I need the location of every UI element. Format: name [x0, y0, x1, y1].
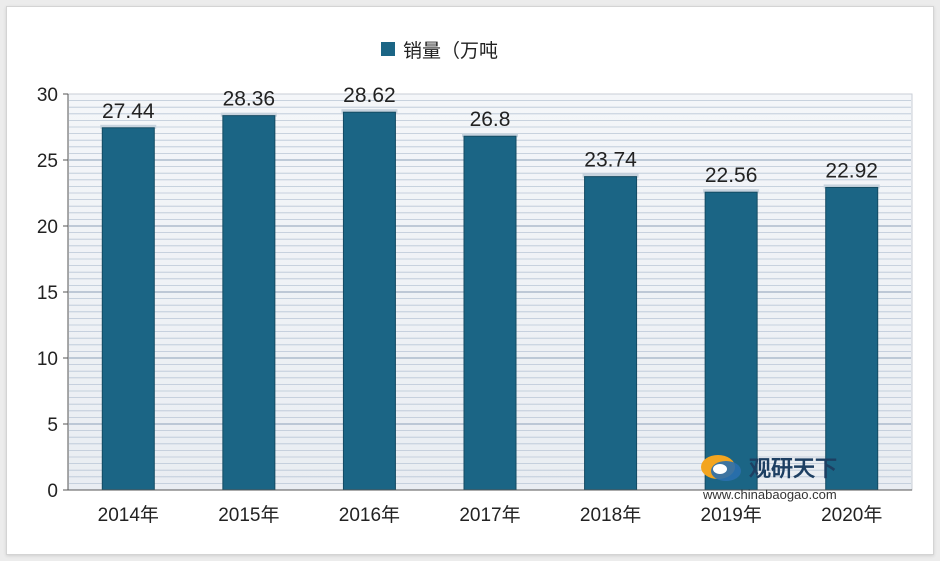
watermark: 观研天下 www.chinabaogao.com [701, 455, 837, 502]
chart-frame: 销量（万吨 0 5 10 15 20 25 30 27.44 28.36 28.62 26.8 23… [6, 6, 934, 555]
bar-chart: 销量（万吨 0 5 10 15 20 25 30 27.44 28.36 28.62 26.8 23… [37, 40, 913, 526]
bar [342, 111, 396, 491]
data-label: 28.36 [223, 88, 276, 111]
data-label: 28.62 [343, 84, 396, 107]
bar-top-highlight [462, 133, 518, 138]
bar [584, 176, 638, 491]
x-tick-label: 2018年 [580, 504, 641, 526]
legend: 销量（万吨 [381, 40, 498, 62]
data-labels: 27.44 28.36 28.62 26.8 23.74 22.56 22.92 [102, 84, 878, 187]
data-label: 26.8 [470, 108, 511, 131]
bars [100, 109, 880, 491]
y-tick-label: 20 [37, 217, 58, 238]
bar-top-highlight [100, 124, 157, 129]
x-tick-label: 2019年 [701, 504, 762, 526]
y-tick-label: 10 [37, 349, 58, 370]
data-label: 22.56 [705, 164, 758, 187]
data-label: 23.74 [584, 149, 637, 172]
x-axis: 2014年 2015年 2016年 2017年 2018年 2019年 2020年 [68, 489, 912, 526]
legend-swatch [381, 42, 395, 56]
x-tick-label: 2015年 [218, 504, 279, 526]
bar-top-highlight [341, 109, 398, 114]
watermark-brand: 观研天下 [749, 456, 837, 481]
data-label: 27.44 [102, 100, 155, 123]
y-axis: 0 5 10 15 20 25 30 [37, 85, 69, 502]
bar-top-highlight [220, 112, 277, 117]
x-tick-label: 2017年 [459, 504, 520, 526]
data-label: 22.92 [825, 159, 878, 182]
y-tick-label: 30 [37, 85, 58, 106]
bar-top-highlight [582, 173, 639, 178]
x-tick-label: 2020年 [821, 504, 882, 526]
bar [101, 127, 155, 491]
y-tick-label: 0 [47, 481, 58, 502]
bar-top-highlight [823, 184, 880, 189]
bar [704, 191, 758, 491]
watermark-logo-icon [701, 455, 741, 481]
bar-top-highlight [703, 189, 760, 194]
x-tick-label: 2014年 [98, 504, 159, 526]
bar [222, 115, 276, 491]
legend-label: 销量（万吨 [403, 40, 498, 62]
watermark-url: www.chinabaogao.com [702, 487, 837, 502]
bar [825, 186, 879, 491]
bar [463, 135, 517, 491]
x-tick-label: 2016年 [339, 504, 400, 526]
y-tick-label: 25 [37, 151, 58, 172]
y-tick-label: 5 [47, 415, 58, 436]
y-tick-label: 15 [37, 283, 58, 304]
